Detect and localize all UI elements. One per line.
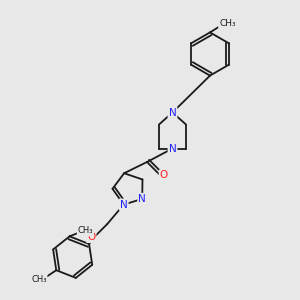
Text: N: N — [138, 194, 146, 204]
Text: O: O — [87, 232, 95, 242]
Text: O: O — [160, 170, 168, 181]
Text: N: N — [169, 107, 176, 118]
Text: N: N — [120, 200, 128, 210]
Text: CH₃: CH₃ — [78, 226, 93, 236]
Text: N: N — [169, 143, 176, 154]
Text: CH₃: CH₃ — [219, 19, 236, 28]
Text: CH₃: CH₃ — [31, 275, 46, 284]
